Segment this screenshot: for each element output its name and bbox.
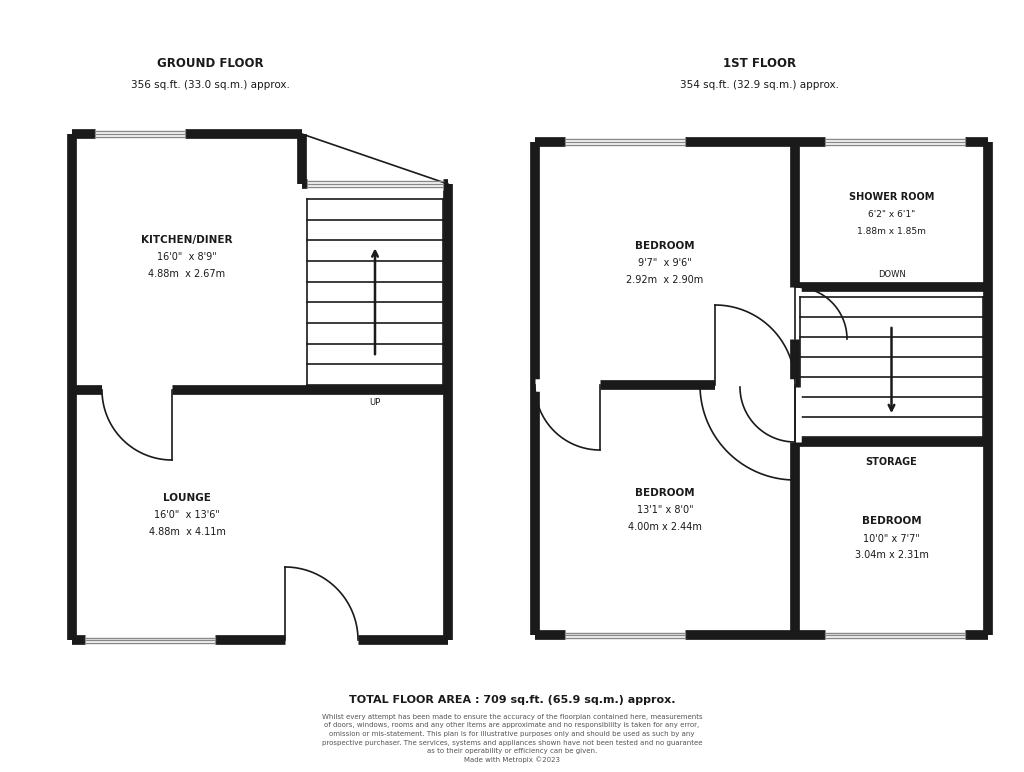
Text: LOUNGE: LOUNGE xyxy=(163,493,211,503)
Text: prospective purchaser. The services, systems and appliances shown have not been : prospective purchaser. The services, sys… xyxy=(322,740,702,746)
Text: UP: UP xyxy=(370,398,381,408)
Text: omission or mis-statement. This plan is for illustrative purposes only and shoul: omission or mis-statement. This plan is … xyxy=(330,731,694,737)
Text: 4.00m x 2.44m: 4.00m x 2.44m xyxy=(628,522,701,532)
Text: Made with Metropix ©2023: Made with Metropix ©2023 xyxy=(464,756,560,763)
Text: SHOWER ROOM: SHOWER ROOM xyxy=(849,192,934,202)
Text: TOTAL FLOOR AREA : 709 sq.ft. (65.9 sq.m.) approx.: TOTAL FLOOR AREA : 709 sq.ft. (65.9 sq.m… xyxy=(349,695,675,705)
Text: 354 sq.ft. (32.9 sq.m.) approx.: 354 sq.ft. (32.9 sq.m.) approx. xyxy=(681,80,840,90)
Text: KITCHEN/DINER: KITCHEN/DINER xyxy=(141,235,232,245)
Text: BEDROOM: BEDROOM xyxy=(635,242,695,252)
Text: Whilst every attempt has been made to ensure the accuracy of the floorplan conta: Whilst every attempt has been made to en… xyxy=(322,714,702,720)
Text: BEDROOM: BEDROOM xyxy=(861,516,922,527)
Text: 2.92m  x 2.90m: 2.92m x 2.90m xyxy=(627,276,703,286)
Text: 4.88m  x 2.67m: 4.88m x 2.67m xyxy=(148,269,225,279)
Text: BEDROOM: BEDROOM xyxy=(635,488,695,498)
Text: as to their operability or efficiency can be given.: as to their operability or efficiency ca… xyxy=(427,748,597,754)
Text: of doors, windows, rooms and any other items are approximate and no responsibili: of doors, windows, rooms and any other i… xyxy=(325,723,699,729)
Text: DOWN: DOWN xyxy=(878,270,905,279)
Text: GROUND FLOOR: GROUND FLOOR xyxy=(157,57,263,70)
Text: STORAGE: STORAGE xyxy=(865,457,918,467)
Text: 16'0"  x 8'9": 16'0" x 8'9" xyxy=(157,252,217,262)
Text: 4.88m  x 4.11m: 4.88m x 4.11m xyxy=(148,527,225,537)
Text: 6'2" x 6'1": 6'2" x 6'1" xyxy=(868,210,915,219)
Text: 9'7"  x 9'6": 9'7" x 9'6" xyxy=(638,259,692,269)
Text: 16'0"  x 13'6": 16'0" x 13'6" xyxy=(154,510,220,520)
Text: 356 sq.ft. (33.0 sq.m.) approx.: 356 sq.ft. (33.0 sq.m.) approx. xyxy=(131,80,290,90)
Text: 1.88m x 1.85m: 1.88m x 1.85m xyxy=(857,227,926,236)
Text: 3.04m x 2.31m: 3.04m x 2.31m xyxy=(855,550,929,560)
Text: 13'1" x 8'0": 13'1" x 8'0" xyxy=(637,505,693,515)
Text: 1ST FLOOR: 1ST FLOOR xyxy=(723,57,797,70)
Text: 10'0" x 7'7": 10'0" x 7'7" xyxy=(863,533,920,543)
